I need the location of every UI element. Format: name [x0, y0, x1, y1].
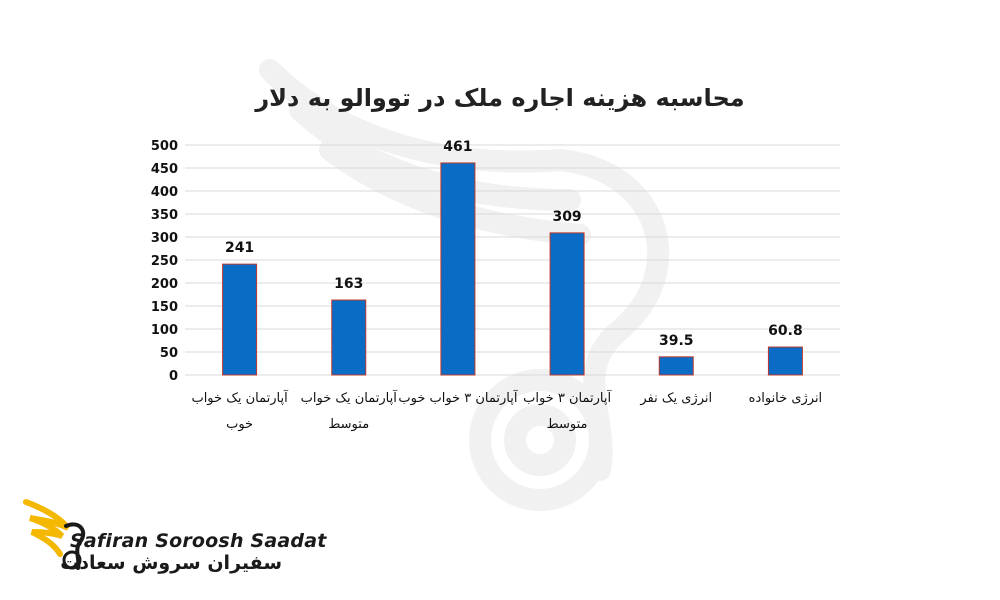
brand-name-persian: سفیران سروش سعادت — [60, 552, 282, 574]
x-category-label: انرژی یک نفر — [640, 391, 713, 406]
y-tick-label: 300 — [151, 231, 178, 246]
y-tick-label: 400 — [151, 185, 178, 200]
bar — [658, 356, 694, 376]
y-tick-label: 450 — [151, 162, 178, 177]
eagle-wing-icon — [23, 499, 86, 570]
x-category-label: آپارتمان ۳ خواب خوب — [398, 391, 518, 406]
data-label: 461 — [443, 139, 472, 155]
data-label: 60.8 — [768, 323, 803, 339]
y-tick-label: 150 — [151, 300, 178, 315]
bar — [222, 263, 258, 376]
y-tick-label: 100 — [151, 323, 178, 338]
x-category-label: آپارتمان یک خواب متوسط — [300, 391, 397, 432]
bar — [440, 162, 476, 376]
bar — [549, 232, 585, 376]
chart-title: محاسبه هزینه اجاره ملک در تووالو به دلار — [255, 84, 745, 112]
brand-logo — [23, 499, 86, 570]
y-tick-label: 50 — [160, 346, 178, 361]
data-label: 241 — [225, 240, 254, 256]
data-label: 163 — [334, 276, 363, 292]
y-tick-label: 500 — [151, 139, 178, 154]
x-category-label: آپارتمان یک خواب خوب — [191, 391, 288, 432]
x-category-label: آپارتمان ۳ خواب متوسط — [523, 391, 612, 432]
y-tick-label: 200 — [151, 277, 178, 292]
y-tick-label: 250 — [151, 254, 178, 269]
bar — [331, 299, 367, 376]
x-category-label: انرژی خانواده — [748, 391, 823, 406]
bar — [767, 346, 803, 376]
y-tick-label: 0 — [169, 369, 178, 384]
brand-name-english: Safiran Soroosh Saadat — [70, 530, 327, 552]
data-label: 309 — [552, 209, 581, 225]
data-label: 39.5 — [659, 333, 694, 349]
y-tick-label: 350 — [151, 208, 178, 223]
